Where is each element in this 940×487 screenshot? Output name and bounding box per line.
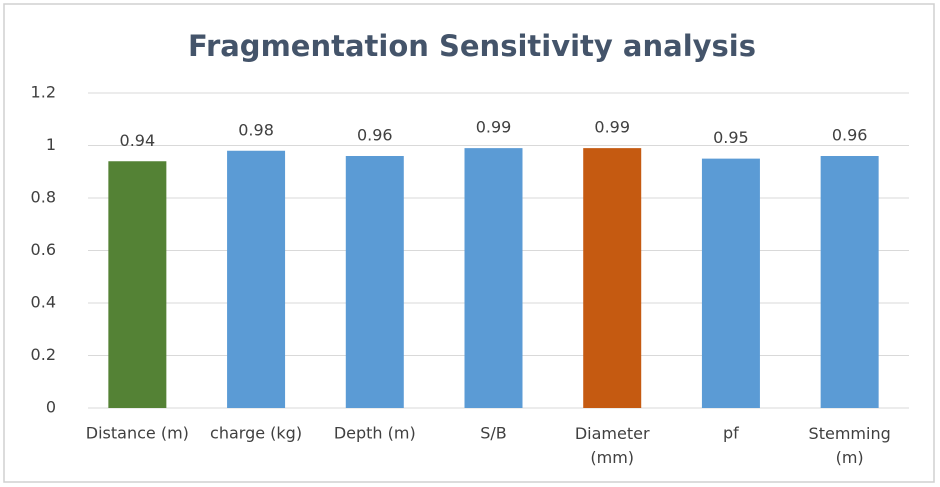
data-label: 0.94 — [120, 131, 156, 150]
y-tick-label: 1 — [46, 135, 56, 154]
bar — [583, 148, 642, 408]
bar — [701, 158, 760, 408]
data-label: 0.95 — [713, 128, 749, 147]
y-tick-label: 0.8 — [31, 188, 56, 207]
x-tick-label: S/B — [480, 424, 507, 443]
x-tick-label: Stemming (m) — [809, 424, 891, 467]
y-tick-label: 0.6 — [31, 240, 56, 259]
bar — [820, 156, 879, 408]
data-label: 0.96 — [832, 126, 868, 145]
y-tick-label: 0.2 — [31, 345, 56, 364]
x-tick-label: pf — [723, 424, 739, 443]
bar — [345, 156, 404, 408]
bar — [464, 148, 523, 408]
x-tick-label: Depth (m) — [334, 424, 416, 443]
data-label: 0.99 — [476, 118, 512, 137]
data-label: 0.98 — [238, 120, 274, 139]
bar — [108, 161, 167, 408]
x-tick-label: Distance (m) — [86, 424, 189, 443]
x-tick-label: Diameter (mm) — [575, 424, 650, 467]
data-label: 0.96 — [357, 126, 393, 145]
y-tick-label: 0.4 — [31, 293, 56, 312]
chart-title: Fragmentation Sensitivity analysis — [188, 29, 756, 63]
bar — [227, 150, 286, 408]
x-tick-label: charge (kg) — [210, 424, 302, 443]
y-tick-label: 1.2 — [31, 83, 56, 102]
y-tick-label: 0 — [46, 398, 56, 417]
data-label: 0.99 — [594, 118, 630, 137]
